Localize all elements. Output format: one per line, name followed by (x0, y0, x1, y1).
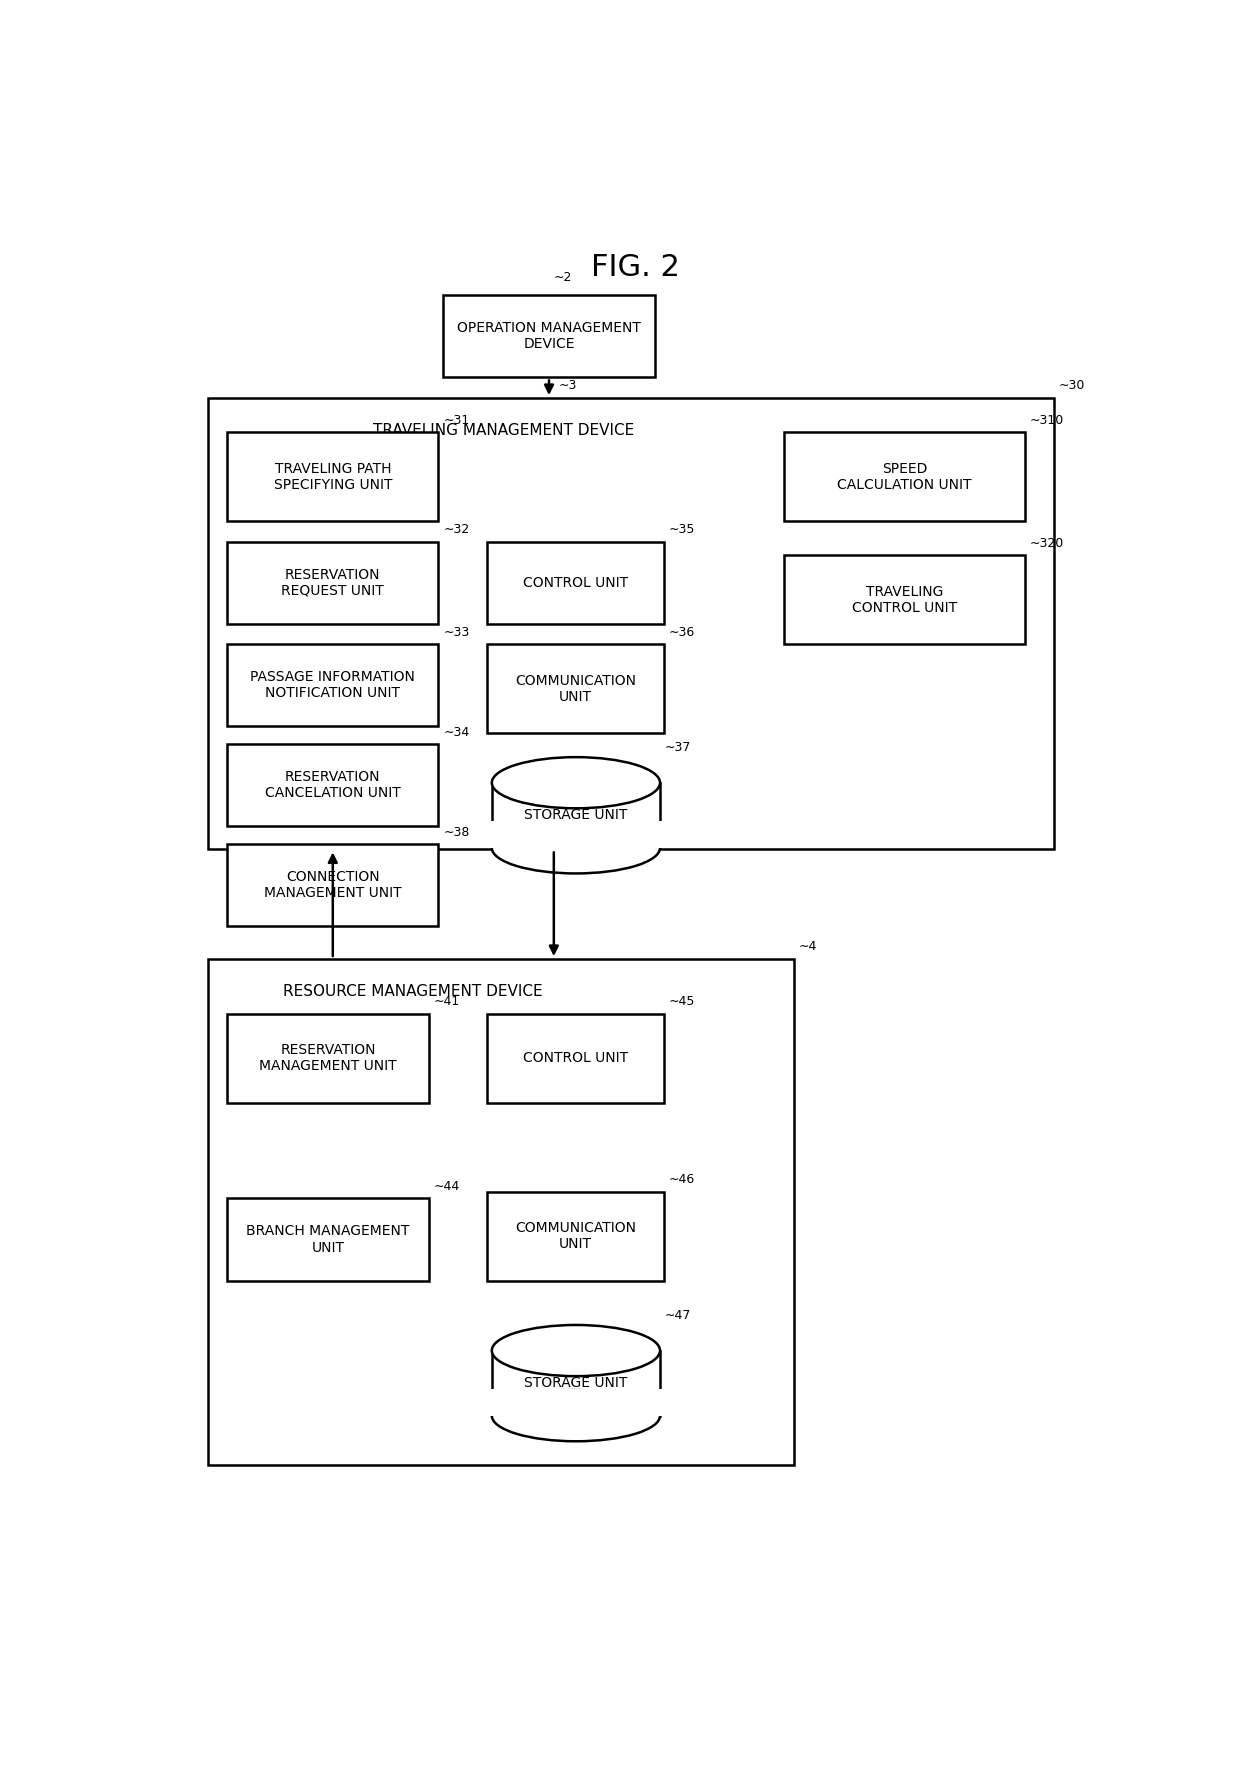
Bar (444, 295, 655, 377)
Ellipse shape (492, 1390, 660, 1441)
Text: ∼37: ∼37 (665, 741, 691, 755)
Bar (492, 1351, 660, 1416)
Bar (486, 645, 665, 734)
Bar (490, 821, 662, 848)
Bar (227, 1198, 429, 1281)
Text: ∼310: ∼310 (1029, 414, 1064, 426)
Text: TRAVELING
CONTROL UNIT: TRAVELING CONTROL UNIT (852, 585, 957, 615)
Text: ∼3: ∼3 (558, 380, 577, 393)
Text: ∼38: ∼38 (444, 826, 470, 839)
Bar (208, 960, 794, 1466)
Text: RESERVATION
CANCELATION UNIT: RESERVATION CANCELATION UNIT (265, 769, 401, 800)
Text: ∼41: ∼41 (434, 995, 460, 1008)
Text: ∼47: ∼47 (665, 1310, 691, 1322)
Text: CONTROL UNIT: CONTROL UNIT (523, 1052, 627, 1064)
Bar (227, 1013, 429, 1102)
Ellipse shape (492, 1326, 660, 1375)
Ellipse shape (492, 823, 660, 874)
Bar (490, 1390, 662, 1416)
Text: SPEED
CALCULATION UNIT: SPEED CALCULATION UNIT (837, 462, 972, 492)
Text: ∼36: ∼36 (670, 626, 696, 638)
Text: COMMUNICATION
UNIT: COMMUNICATION UNIT (515, 1221, 636, 1251)
Bar (785, 432, 1024, 521)
Ellipse shape (492, 757, 660, 809)
Bar (227, 645, 439, 727)
Bar (486, 542, 665, 624)
Text: ∼320: ∼320 (1029, 537, 1064, 549)
Text: TRAVELING PATH
SPECIFYING UNIT: TRAVELING PATH SPECIFYING UNIT (274, 462, 392, 492)
Text: ∼2: ∼2 (554, 272, 572, 284)
Text: ∼4: ∼4 (799, 940, 817, 954)
Text: RESERVATION
MANAGEMENT UNIT: RESERVATION MANAGEMENT UNIT (259, 1043, 397, 1073)
Text: ∼30: ∼30 (1059, 380, 1085, 393)
Text: PASSAGE INFORMATION
NOTIFICATION UNIT: PASSAGE INFORMATION NOTIFICATION UNIT (250, 670, 415, 700)
Bar (208, 398, 1054, 849)
Bar (486, 1192, 665, 1281)
Text: ∼35: ∼35 (670, 522, 696, 537)
Bar (227, 432, 439, 521)
Bar (227, 542, 439, 624)
Text: STORAGE UNIT: STORAGE UNIT (525, 809, 627, 823)
Text: ∼32: ∼32 (444, 522, 470, 537)
Bar (227, 844, 439, 926)
Text: ∼34: ∼34 (444, 725, 470, 739)
Text: TRAVELING MANAGEMENT DEVICE: TRAVELING MANAGEMENT DEVICE (373, 423, 635, 437)
Text: ∼31: ∼31 (444, 414, 470, 426)
Text: ∼45: ∼45 (670, 995, 696, 1008)
Text: ∼44: ∼44 (434, 1180, 460, 1192)
Text: ∼33: ∼33 (444, 626, 470, 638)
Bar (486, 1013, 665, 1102)
Text: CONTROL UNIT: CONTROL UNIT (523, 576, 627, 590)
Bar (492, 782, 660, 848)
Text: STORAGE UNIT: STORAGE UNIT (525, 1375, 627, 1390)
Text: BRANCH MANAGEMENT
UNIT: BRANCH MANAGEMENT UNIT (247, 1224, 409, 1255)
Text: OPERATION MANAGEMENT
DEVICE: OPERATION MANAGEMENT DEVICE (458, 322, 641, 352)
Bar (785, 554, 1024, 645)
Text: RESERVATION
REQUEST UNIT: RESERVATION REQUEST UNIT (281, 567, 384, 597)
Text: CONNECTION
MANAGEMENT UNIT: CONNECTION MANAGEMENT UNIT (264, 871, 402, 901)
Bar (227, 745, 439, 826)
Text: COMMUNICATION
UNIT: COMMUNICATION UNIT (515, 673, 636, 704)
Text: RESOURCE MANAGEMENT DEVICE: RESOURCE MANAGEMENT DEVICE (283, 984, 543, 999)
Text: FIG. 2: FIG. 2 (591, 254, 680, 283)
Text: ∼46: ∼46 (670, 1173, 696, 1185)
